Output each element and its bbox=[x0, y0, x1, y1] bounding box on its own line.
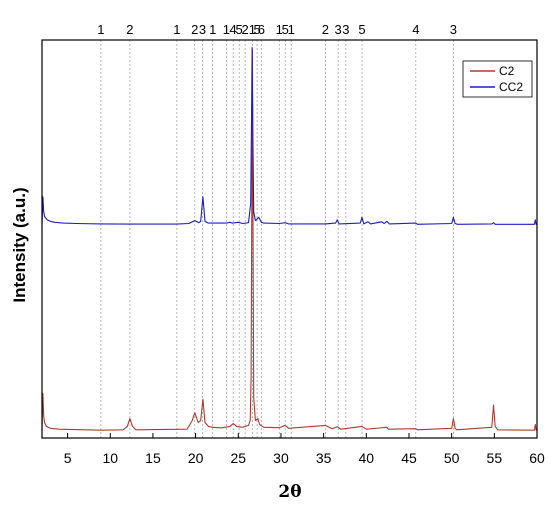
x-tick-label: 55 bbox=[487, 450, 503, 466]
phase-marker-label: 3 bbox=[450, 22, 457, 37]
phase-marker-label: 1 bbox=[223, 22, 230, 37]
phase-marker-label: 4 bbox=[412, 22, 419, 37]
phase-marker-label: 5 bbox=[253, 22, 260, 37]
phase-marker-label: 5 bbox=[236, 22, 243, 37]
plot-frame bbox=[41, 39, 538, 439]
phase-marker-label: 2 bbox=[242, 22, 249, 37]
phase-marker-label: 1 bbox=[276, 22, 283, 37]
series-layer bbox=[41, 47, 537, 431]
x-tick-label: 35 bbox=[316, 450, 332, 466]
x-tick-label: 30 bbox=[273, 450, 289, 466]
phase-marker-label: 1 bbox=[288, 22, 295, 37]
x-tick-label: 15 bbox=[145, 450, 161, 466]
legend-label-cc2: CC2 bbox=[499, 80, 523, 94]
phase-marker-labels: 1 2 1 2 3 1 1 452 156 151 2 3 3 5 4 3 bbox=[97, 22, 457, 37]
phase-marker-label: 1 bbox=[97, 22, 104, 37]
phase-marker-label: 2 bbox=[322, 22, 329, 37]
reference-lines bbox=[100, 40, 454, 438]
phase-marker-label: 6 bbox=[258, 22, 265, 37]
x-tick-label: 50 bbox=[444, 450, 460, 466]
phase-marker-label: 2 bbox=[126, 22, 133, 37]
phase-marker-label: 3 bbox=[342, 22, 349, 37]
phase-marker-label: 3 bbox=[335, 22, 342, 37]
phase-marker-label: 1 bbox=[173, 22, 180, 37]
x-tick-label: 40 bbox=[359, 450, 375, 466]
legend-label-c2: C2 bbox=[499, 64, 515, 78]
legend-box bbox=[462, 60, 533, 98]
x-tick-label: 45 bbox=[401, 450, 417, 466]
x-tick-label: 5 bbox=[64, 450, 72, 466]
phase-marker-label: 4 bbox=[230, 22, 237, 37]
x-tick-label: 10 bbox=[102, 450, 118, 466]
phase-marker-label: 5 bbox=[282, 22, 289, 37]
x-axis-title: 2θ bbox=[278, 482, 301, 502]
x-tick-label: 20 bbox=[188, 450, 204, 466]
x-tick-label: 25 bbox=[231, 450, 247, 466]
y-axis-title: Intensity (a.u.) bbox=[10, 187, 29, 302]
phase-marker-label: 2 bbox=[191, 22, 198, 37]
phase-marker-label: 3 bbox=[199, 22, 206, 37]
x-axis-ticks: 5 10 15 20 25 30 35 40 45 50 55 60 bbox=[64, 433, 545, 466]
x-tick-label: 60 bbox=[529, 450, 545, 466]
series-line-cc2 bbox=[41, 47, 537, 225]
phase-marker-label: 1 bbox=[249, 22, 256, 37]
phase-marker-label: 1 bbox=[209, 22, 216, 37]
series-line-c2 bbox=[41, 49, 537, 431]
phase-marker-label: 5 bbox=[358, 22, 365, 37]
legend: C2 CC2 bbox=[462, 60, 533, 98]
